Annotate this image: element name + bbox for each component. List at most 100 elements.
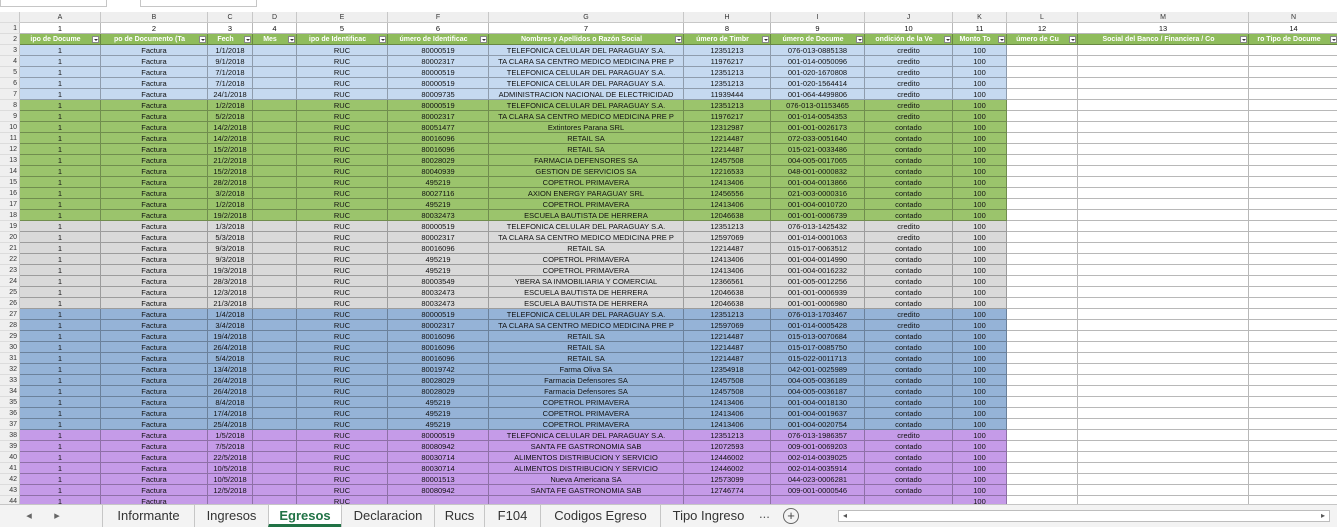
table-cell[interactable]: TA CLARA SA CENTRO MEDICO MEDICINA PRE P <box>489 111 684 122</box>
table-cell[interactable] <box>1078 45 1249 56</box>
table-cell[interactable]: 24/1/2018 <box>208 89 253 100</box>
table-cell[interactable]: RUC <box>297 298 388 309</box>
column-number-cell[interactable]: 6 <box>388 23 489 34</box>
table-cell[interactable]: 100 <box>953 177 1007 188</box>
row-header[interactable]: 30 <box>0 342 20 353</box>
table-cell[interactable] <box>1007 342 1078 353</box>
table-cell[interactable]: RUC <box>297 452 388 463</box>
table-cell[interactable]: TELEFONICA CELULAR DEL PARAGUAY S.A. <box>489 309 684 320</box>
row-header[interactable]: 1 <box>0 23 20 34</box>
table-cell[interactable] <box>1078 122 1249 133</box>
table-cell[interactable] <box>253 496 297 504</box>
table-cell[interactable] <box>1249 496 1337 504</box>
table-cell[interactable]: 076-013-1703467 <box>771 309 865 320</box>
table-cell[interactable]: Nueva Americana SA <box>489 474 684 485</box>
table-cell[interactable]: 100 <box>953 408 1007 419</box>
table-cell[interactable]: 26/4/2018 <box>208 375 253 386</box>
table-cell[interactable]: 5/3/2018 <box>208 232 253 243</box>
table-cell[interactable] <box>1249 276 1337 287</box>
column-letter-H[interactable]: H <box>684 12 771 23</box>
table-cell[interactable]: 100 <box>953 463 1007 474</box>
table-cell[interactable] <box>1249 78 1337 89</box>
row-header[interactable]: 15 <box>0 177 20 188</box>
table-cell[interactable]: contado <box>865 353 953 364</box>
table-cell[interactable]: Factura <box>101 144 208 155</box>
table-cell[interactable]: Factura <box>101 452 208 463</box>
row-header[interactable]: 29 <box>0 331 20 342</box>
table-cell[interactable]: COPETROL PRIMAVERA <box>489 265 684 276</box>
table-cell[interactable]: 100 <box>953 375 1007 386</box>
table-cell[interactable]: TA CLARA SA CENTRO MEDICO MEDICINA PRE P <box>489 320 684 331</box>
table-cell[interactable]: 1 <box>20 265 101 276</box>
table-cell[interactable] <box>865 496 953 504</box>
table-cell[interactable]: 1 <box>20 221 101 232</box>
table-cell[interactable]: Farma Oliva SA <box>489 364 684 375</box>
table-cell[interactable] <box>253 298 297 309</box>
table-cell[interactable]: Factura <box>101 397 208 408</box>
table-cell[interactable] <box>1078 331 1249 342</box>
table-cell[interactable]: Factura <box>101 408 208 419</box>
sheet-tab-codigos-egreso[interactable]: Codigos Egreso <box>540 505 660 527</box>
table-cell[interactable]: 002-014-0039025 <box>771 452 865 463</box>
table-cell[interactable] <box>1249 67 1337 78</box>
table-cell[interactable] <box>1078 254 1249 265</box>
table-cell[interactable]: 80040939 <box>388 166 489 177</box>
table-cell[interactable]: Factura <box>101 199 208 210</box>
table-cell[interactable]: 100 <box>953 232 1007 243</box>
table-cell[interactable]: 80051477 <box>388 122 489 133</box>
column-number-cell[interactable]: 13 <box>1078 23 1249 34</box>
table-cell[interactable]: 12214487 <box>684 243 771 254</box>
table-cell[interactable]: 1 <box>20 254 101 265</box>
table-cell[interactable]: 1/2/2018 <box>208 100 253 111</box>
table-cell[interactable] <box>1078 133 1249 144</box>
table-cell[interactable] <box>1078 408 1249 419</box>
sheet-tab-rucs[interactable]: Rucs <box>434 505 484 527</box>
table-cell[interactable]: Factura <box>101 331 208 342</box>
table-cell[interactable]: 80032473 <box>388 210 489 221</box>
table-cell[interactable]: 495219 <box>388 397 489 408</box>
table-cell[interactable] <box>1078 210 1249 221</box>
table-cell[interactable]: RUC <box>297 166 388 177</box>
row-header[interactable]: 42 <box>0 474 20 485</box>
table-cell[interactable] <box>253 287 297 298</box>
table-cell[interactable]: 100 <box>953 397 1007 408</box>
table-cell[interactable]: 100 <box>953 221 1007 232</box>
row-header[interactable]: 24 <box>0 276 20 287</box>
table-cell[interactable] <box>1007 364 1078 375</box>
table-cell[interactable]: RUC <box>297 67 388 78</box>
table-cell[interactable]: 100 <box>953 243 1007 254</box>
table-cell[interactable] <box>1249 133 1337 144</box>
table-cell[interactable] <box>1007 210 1078 221</box>
table-cell[interactable]: 1 <box>20 408 101 419</box>
table-cell[interactable]: COPETROL PRIMAVERA <box>489 177 684 188</box>
table-cell[interactable]: 001-014-0005428 <box>771 320 865 331</box>
table-cell[interactable]: 12413406 <box>684 254 771 265</box>
table-cell[interactable]: 100 <box>953 441 1007 452</box>
table-cell[interactable]: 1 <box>20 188 101 199</box>
table-cell[interactable] <box>253 276 297 287</box>
table-cell[interactable]: 1 <box>20 364 101 375</box>
table-cell[interactable] <box>1078 177 1249 188</box>
row-header[interactable]: 17 <box>0 199 20 210</box>
table-cell[interactable]: 15/2/2018 <box>208 144 253 155</box>
table-cell[interactable]: 072-033-0051640 <box>771 133 865 144</box>
table-cell[interactable]: 1 <box>20 122 101 133</box>
filter-dropdown-icon[interactable] <box>998 36 1005 43</box>
table-cell[interactable]: RUC <box>297 221 388 232</box>
table-cell[interactable] <box>489 496 684 504</box>
table-cell[interactable] <box>1078 386 1249 397</box>
table-cell[interactable]: 1 <box>20 441 101 452</box>
table-cell[interactable]: contado <box>865 210 953 221</box>
table-cell[interactable] <box>1078 430 1249 441</box>
table-cell[interactable]: Factura <box>101 496 208 504</box>
column-letter-K[interactable]: K <box>953 12 1007 23</box>
table-cell[interactable]: SANTA FE GASTRONOMIA SAB <box>489 441 684 452</box>
table-cell[interactable]: Factura <box>101 67 208 78</box>
table-cell[interactable]: 80016096 <box>388 133 489 144</box>
table-cell[interactable]: Factura <box>101 232 208 243</box>
more-tabs-button[interactable]: ... <box>759 506 770 521</box>
table-cell[interactable] <box>1249 419 1337 430</box>
table-cell[interactable] <box>1007 320 1078 331</box>
table-cell[interactable]: 1 <box>20 133 101 144</box>
table-cell[interactable] <box>1249 232 1337 243</box>
